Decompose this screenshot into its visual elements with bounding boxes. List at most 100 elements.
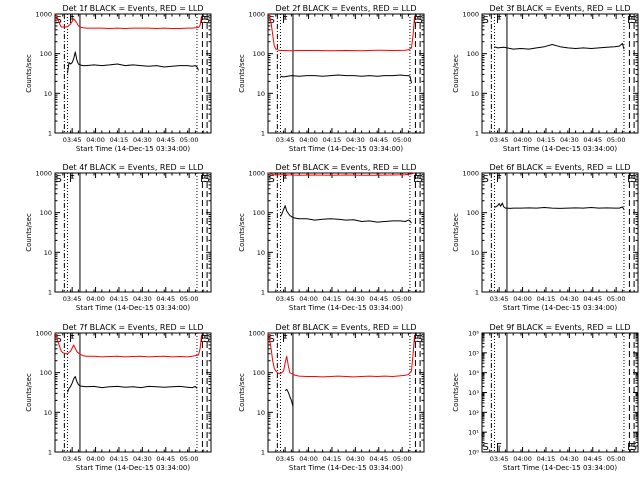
time-marker-label: S: [55, 174, 61, 185]
x-tick-label: 04:15: [537, 455, 556, 463]
plot-title: Det 2f BLACK = Events, RED = LLD: [275, 4, 416, 13]
x-tick-label: 04:45: [369, 295, 388, 303]
events-series-line: [67, 51, 199, 74]
y-tick-label: 100: [40, 209, 52, 217]
x-tick-label: 03:45: [63, 455, 82, 463]
time-marker-label: F: [69, 174, 75, 185]
plot-title: Det 6f BLACK = Events, RED = LLD: [489, 163, 630, 172]
x-axis-label: Start Time (14-Dec-15 03:34:00): [289, 464, 403, 472]
y-tick-label: 1000: [248, 11, 265, 19]
x-axis-label: Start Time (14-Dec-15 03:34:00): [76, 304, 190, 312]
time-marker-label: S: [204, 15, 210, 26]
time-marker-label: E: [627, 442, 633, 453]
x-tick-label: 05:00: [180, 295, 199, 303]
plot-frame: [481, 13, 639, 134]
x-tick-label: 04:15: [323, 455, 342, 463]
x-tick-label: 03:45: [490, 295, 509, 303]
plot-panel-2: Det 2f BLACK = Events, RED = LLD 1 10 100 10…: [238, 4, 425, 153]
y-axis-label: Counts/sec: [25, 373, 33, 412]
x-tick-label: 04:15: [110, 136, 129, 144]
x-tick-label: 04:15: [110, 295, 129, 303]
plot-frame: [54, 332, 212, 453]
y-tick-label: 100: [253, 369, 265, 377]
y-tick-label: 1000: [248, 170, 265, 178]
y-tick-label: 10: [44, 90, 52, 98]
y-tick-label: 1: [475, 289, 479, 297]
plot-frame: [54, 13, 212, 134]
time-marker-label: S: [268, 334, 274, 345]
plot-title: Det 3f BLACK = Events, RED = LLD: [489, 4, 630, 13]
x-tick-label: 04:00: [299, 295, 318, 303]
x-tick-label: 04:00: [86, 455, 105, 463]
time-marker-label: F: [69, 15, 75, 26]
x-tick-label: 04:00: [513, 455, 532, 463]
time-marker-label: F: [69, 334, 75, 345]
y-axis-label: Counts/sec: [452, 373, 460, 412]
y-tick-label: 1000: [35, 330, 52, 338]
x-tick-label: 03:45: [63, 136, 82, 144]
y-tick-label: 100: [40, 369, 52, 377]
x-tick-label: 04:45: [156, 295, 175, 303]
time-marker-label: E: [413, 15, 419, 26]
y-tick-label: 1000: [35, 11, 52, 19]
y-tick-label: 10: [471, 249, 479, 257]
x-tick-label: 04:15: [323, 295, 342, 303]
y-tick-label: 1: [261, 130, 265, 138]
y-tick-label: 10¹: [468, 429, 479, 437]
x-tick-label: 04:30: [133, 136, 152, 144]
x-tick-label: 04:45: [369, 136, 388, 144]
x-tick-label: 04:00: [299, 455, 318, 463]
y-tick-label: 1: [261, 289, 265, 297]
x-tick-label: 03:45: [276, 455, 295, 463]
plot-title: Det 8f BLACK = Events, RED = LLD: [275, 323, 416, 332]
x-tick-label: 05:00: [180, 136, 199, 144]
events-series-line: [494, 202, 625, 210]
x-tick-label: 04:30: [560, 295, 579, 303]
x-tick-label: 04:45: [156, 136, 175, 144]
time-marker-label: E: [413, 334, 419, 345]
plot-panel-3: Det 3f BLACK = Events, RED = LLD 1 10 100 10…: [452, 4, 639, 153]
y-tick-label: 100: [467, 50, 479, 58]
y-axis-label: Counts/sec: [452, 54, 460, 93]
plot-title: Det 9f BLACK = Events, RED = LLD: [489, 323, 630, 332]
lld-series-line: [54, 13, 203, 29]
time-marker-label: S: [417, 15, 423, 26]
y-tick-label: 1: [475, 130, 479, 138]
time-marker-label: E: [200, 334, 206, 345]
x-tick-label: 05:00: [393, 295, 412, 303]
y-tick-label: 1: [261, 449, 265, 457]
x-tick-label: 04:30: [346, 136, 365, 144]
y-axis-label: Counts/sec: [452, 213, 460, 252]
y-tick-label: 10: [257, 90, 265, 98]
y-tick-label: 10⁵: [468, 349, 479, 357]
time-marker-label: E: [627, 174, 633, 185]
x-tick-label: 04:30: [560, 136, 579, 144]
x-tick-label: 04:30: [133, 455, 152, 463]
x-tick-label: 04:30: [346, 455, 365, 463]
y-tick-label: 10: [44, 409, 52, 417]
y-tick-label: 1: [48, 289, 52, 297]
y-tick-label: 1: [48, 449, 52, 457]
y-tick-label: 100: [467, 209, 479, 217]
lld-series-line: [54, 332, 203, 358]
plot-title: Det 7f BLACK = Events, RED = LLD: [62, 323, 203, 332]
time-marker-label: S: [268, 15, 274, 26]
events-series-line: [494, 43, 625, 50]
y-tick-label: 100: [253, 50, 265, 58]
x-axis-label: Start Time (14-Dec-15 03:34:00): [289, 145, 403, 153]
plot-title: Det 5f BLACK = Events, RED = LLD: [275, 163, 416, 172]
plot-panel-9: Det 9f BLACK = Events, RED = LLD 10⁰ 10¹ 10…: [452, 323, 639, 472]
events-series-line: [280, 205, 412, 224]
time-marker-label: F: [282, 15, 288, 26]
plot-frame: [267, 172, 425, 293]
lld-series-line: [267, 13, 416, 52]
x-tick-label: 04:00: [299, 136, 318, 144]
x-tick-label: 04:45: [369, 455, 388, 463]
x-tick-label: 04:00: [513, 295, 532, 303]
time-marker-label: S: [482, 15, 488, 26]
x-axis-label: Start Time (14-Dec-15 03:34:00): [289, 304, 403, 312]
y-axis-label: Counts/sec: [25, 213, 33, 252]
plot-frame: [267, 13, 425, 134]
time-marker-label: S: [482, 174, 488, 185]
plot-title: Det 4f BLACK = Events, RED = LLD: [62, 163, 203, 172]
